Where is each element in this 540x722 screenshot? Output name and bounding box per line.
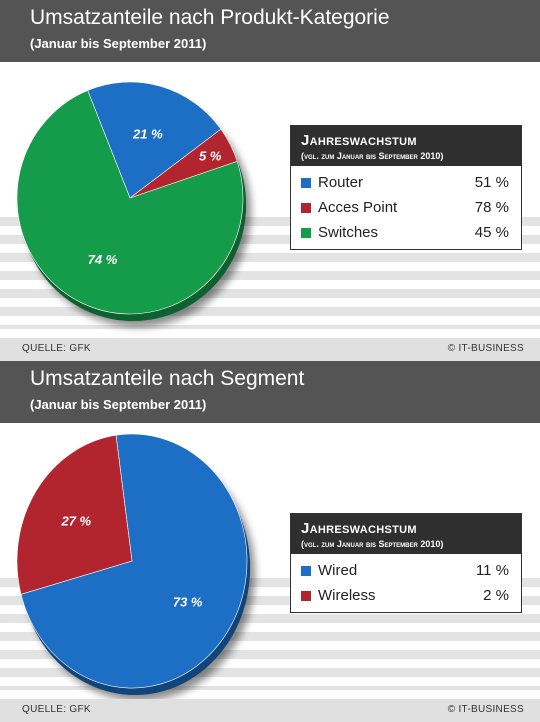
copyright-note: © IT-BUSINESS: [447, 704, 524, 715]
slice-label: 21 %: [132, 126, 163, 141]
legend-title: Jahreswachstum: [301, 520, 417, 537]
chart-header: Umsatzanteile nach Produkt-Kategorie (Ja…: [0, 0, 540, 62]
legend-label: Switches: [318, 224, 379, 241]
legend-swatch-wireless: [301, 591, 311, 601]
pie-slice-switches: [16, 90, 244, 315]
legend-subtitle: (vgl. zum Januar bis September 2010): [301, 151, 444, 161]
slice-label: 27 %: [60, 513, 91, 528]
legend-value: 45 %: [474, 224, 509, 241]
legend-row-switches: Switches 45 %: [291, 221, 521, 246]
source-note: QUELLE: GFK: [22, 704, 91, 715]
legend-label: Router: [318, 174, 364, 191]
legend-label: Acces Point: [318, 199, 398, 216]
legend-label: Wireless: [318, 587, 376, 604]
legend-rows: Wired 11 % Wireless 2 %: [291, 554, 521, 612]
legend-swatch-router: [301, 178, 311, 188]
legend-swatch-access-point: [301, 203, 311, 213]
legend-row-wired: Wired 11 %: [291, 559, 521, 584]
chart-subtitle: (Januar bis September 2011): [30, 36, 207, 51]
chart-panel-product-category: Umsatzanteile nach Produkt-Kategorie (Ja…: [0, 0, 540, 361]
source-note: QUELLE: GFK: [22, 343, 91, 354]
legend-subtitle: (vgl. zum Januar bis September 2010): [301, 539, 444, 549]
pie-slice-wireless: [16, 434, 133, 595]
legend-value: 78 %: [474, 199, 509, 216]
chart-title: Umsatzanteile nach Segment: [30, 367, 305, 390]
legend-title: Jahreswachstum: [301, 132, 417, 149]
legend-row-wireless: Wireless 2 %: [291, 584, 521, 609]
chart-subtitle: (Januar bis September 2011): [30, 397, 207, 412]
chart-header: Umsatzanteile nach Segment (Januar bis S…: [0, 361, 540, 423]
growth-legend-box: Jahreswachstum (vgl. zum Januar bis Sept…: [290, 125, 522, 250]
legend-row-router: Router 51 %: [291, 171, 521, 196]
legend-value: 11 %: [475, 562, 509, 579]
slice-label: 74 %: [88, 252, 118, 267]
pie-chart: 21 % 5 % 74 %: [16, 81, 246, 321]
pie-slice-wired: [20, 433, 248, 689]
slice-label: 5 %: [199, 148, 222, 163]
chart-panel-segment: Umsatzanteile nach Segment (Januar bis S…: [0, 361, 540, 722]
legend-header: Jahreswachstum (vgl. zum Januar bis Sept…: [291, 126, 521, 166]
legend-swatch-wired: [301, 566, 311, 576]
legend-label: Wired: [318, 562, 358, 579]
chart-body: 73 % 27 % Jahreswachstum (vgl. zum Januar…: [0, 423, 540, 722]
legend-swatch-switches: [301, 228, 311, 238]
chart-footer: QUELLE: GFK © IT-BUSINESS: [0, 699, 540, 722]
slice-label: 73 %: [173, 595, 203, 610]
legend-value: 2 %: [483, 587, 509, 604]
chart-footer: QUELLE: GFK © IT-BUSINESS: [0, 338, 540, 361]
chart-body: 21 % 5 % 74 % Jahreswachstum (vgl. zum Jan…: [0, 62, 540, 361]
copyright-note: © IT-BUSINESS: [447, 343, 524, 354]
pie-chart: 73 % 27 %: [16, 433, 251, 695]
legend-row-access-point: Acces Point 78 %: [291, 196, 521, 221]
chart-title: Umsatzanteile nach Produkt-Kategorie: [30, 6, 390, 29]
growth-legend-box: Jahreswachstum (vgl. zum Januar bis Sept…: [290, 513, 522, 613]
legend-value: 51 %: [474, 174, 509, 191]
legend-rows: Router 51 % Acces Point 78 % Switches 45…: [291, 166, 521, 249]
pie-slice-router: [87, 81, 222, 199]
legend-header: Jahreswachstum (vgl. zum Januar bis Sept…: [291, 514, 521, 554]
